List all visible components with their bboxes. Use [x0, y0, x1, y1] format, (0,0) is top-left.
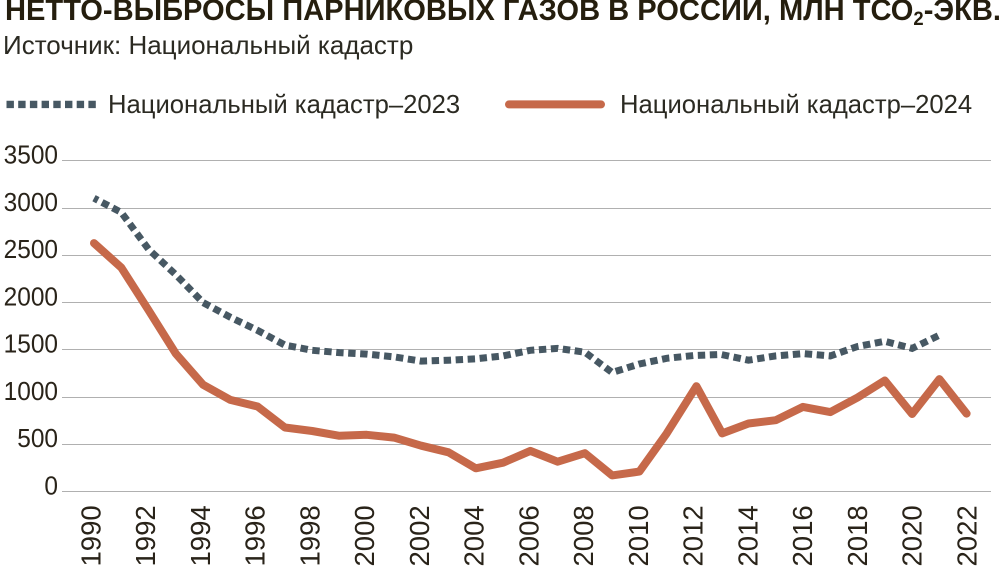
svg-text:1994: 1994 [185, 505, 216, 566]
svg-text:2012: 2012 [678, 505, 709, 566]
svg-text:1500: 1500 [4, 330, 58, 359]
svg-text:1992: 1992 [130, 505, 161, 566]
svg-text:3500: 3500 [4, 141, 58, 170]
svg-text:1996: 1996 [240, 505, 271, 566]
svg-text:3000: 3000 [4, 188, 58, 217]
svg-text:2002: 2002 [404, 505, 435, 566]
svg-text:2014: 2014 [732, 505, 763, 566]
svg-text:2500: 2500 [4, 236, 58, 265]
svg-text:2008: 2008 [568, 505, 599, 566]
svg-text:1000: 1000 [4, 377, 58, 406]
svg-text:2006: 2006 [513, 505, 544, 566]
svg-text:2000: 2000 [4, 283, 58, 312]
svg-text:2000: 2000 [349, 505, 380, 566]
svg-text:2018: 2018 [842, 505, 873, 566]
svg-text:2004: 2004 [459, 505, 490, 566]
svg-text:2010: 2010 [623, 505, 654, 566]
svg-text:2020: 2020 [897, 505, 928, 566]
svg-text:1990: 1990 [75, 505, 106, 566]
svg-text:2022: 2022 [952, 505, 983, 566]
svg-text:1998: 1998 [294, 505, 325, 566]
svg-text:2016: 2016 [787, 505, 818, 566]
svg-text:0: 0 [44, 472, 58, 501]
svg-text:500: 500 [17, 424, 58, 453]
